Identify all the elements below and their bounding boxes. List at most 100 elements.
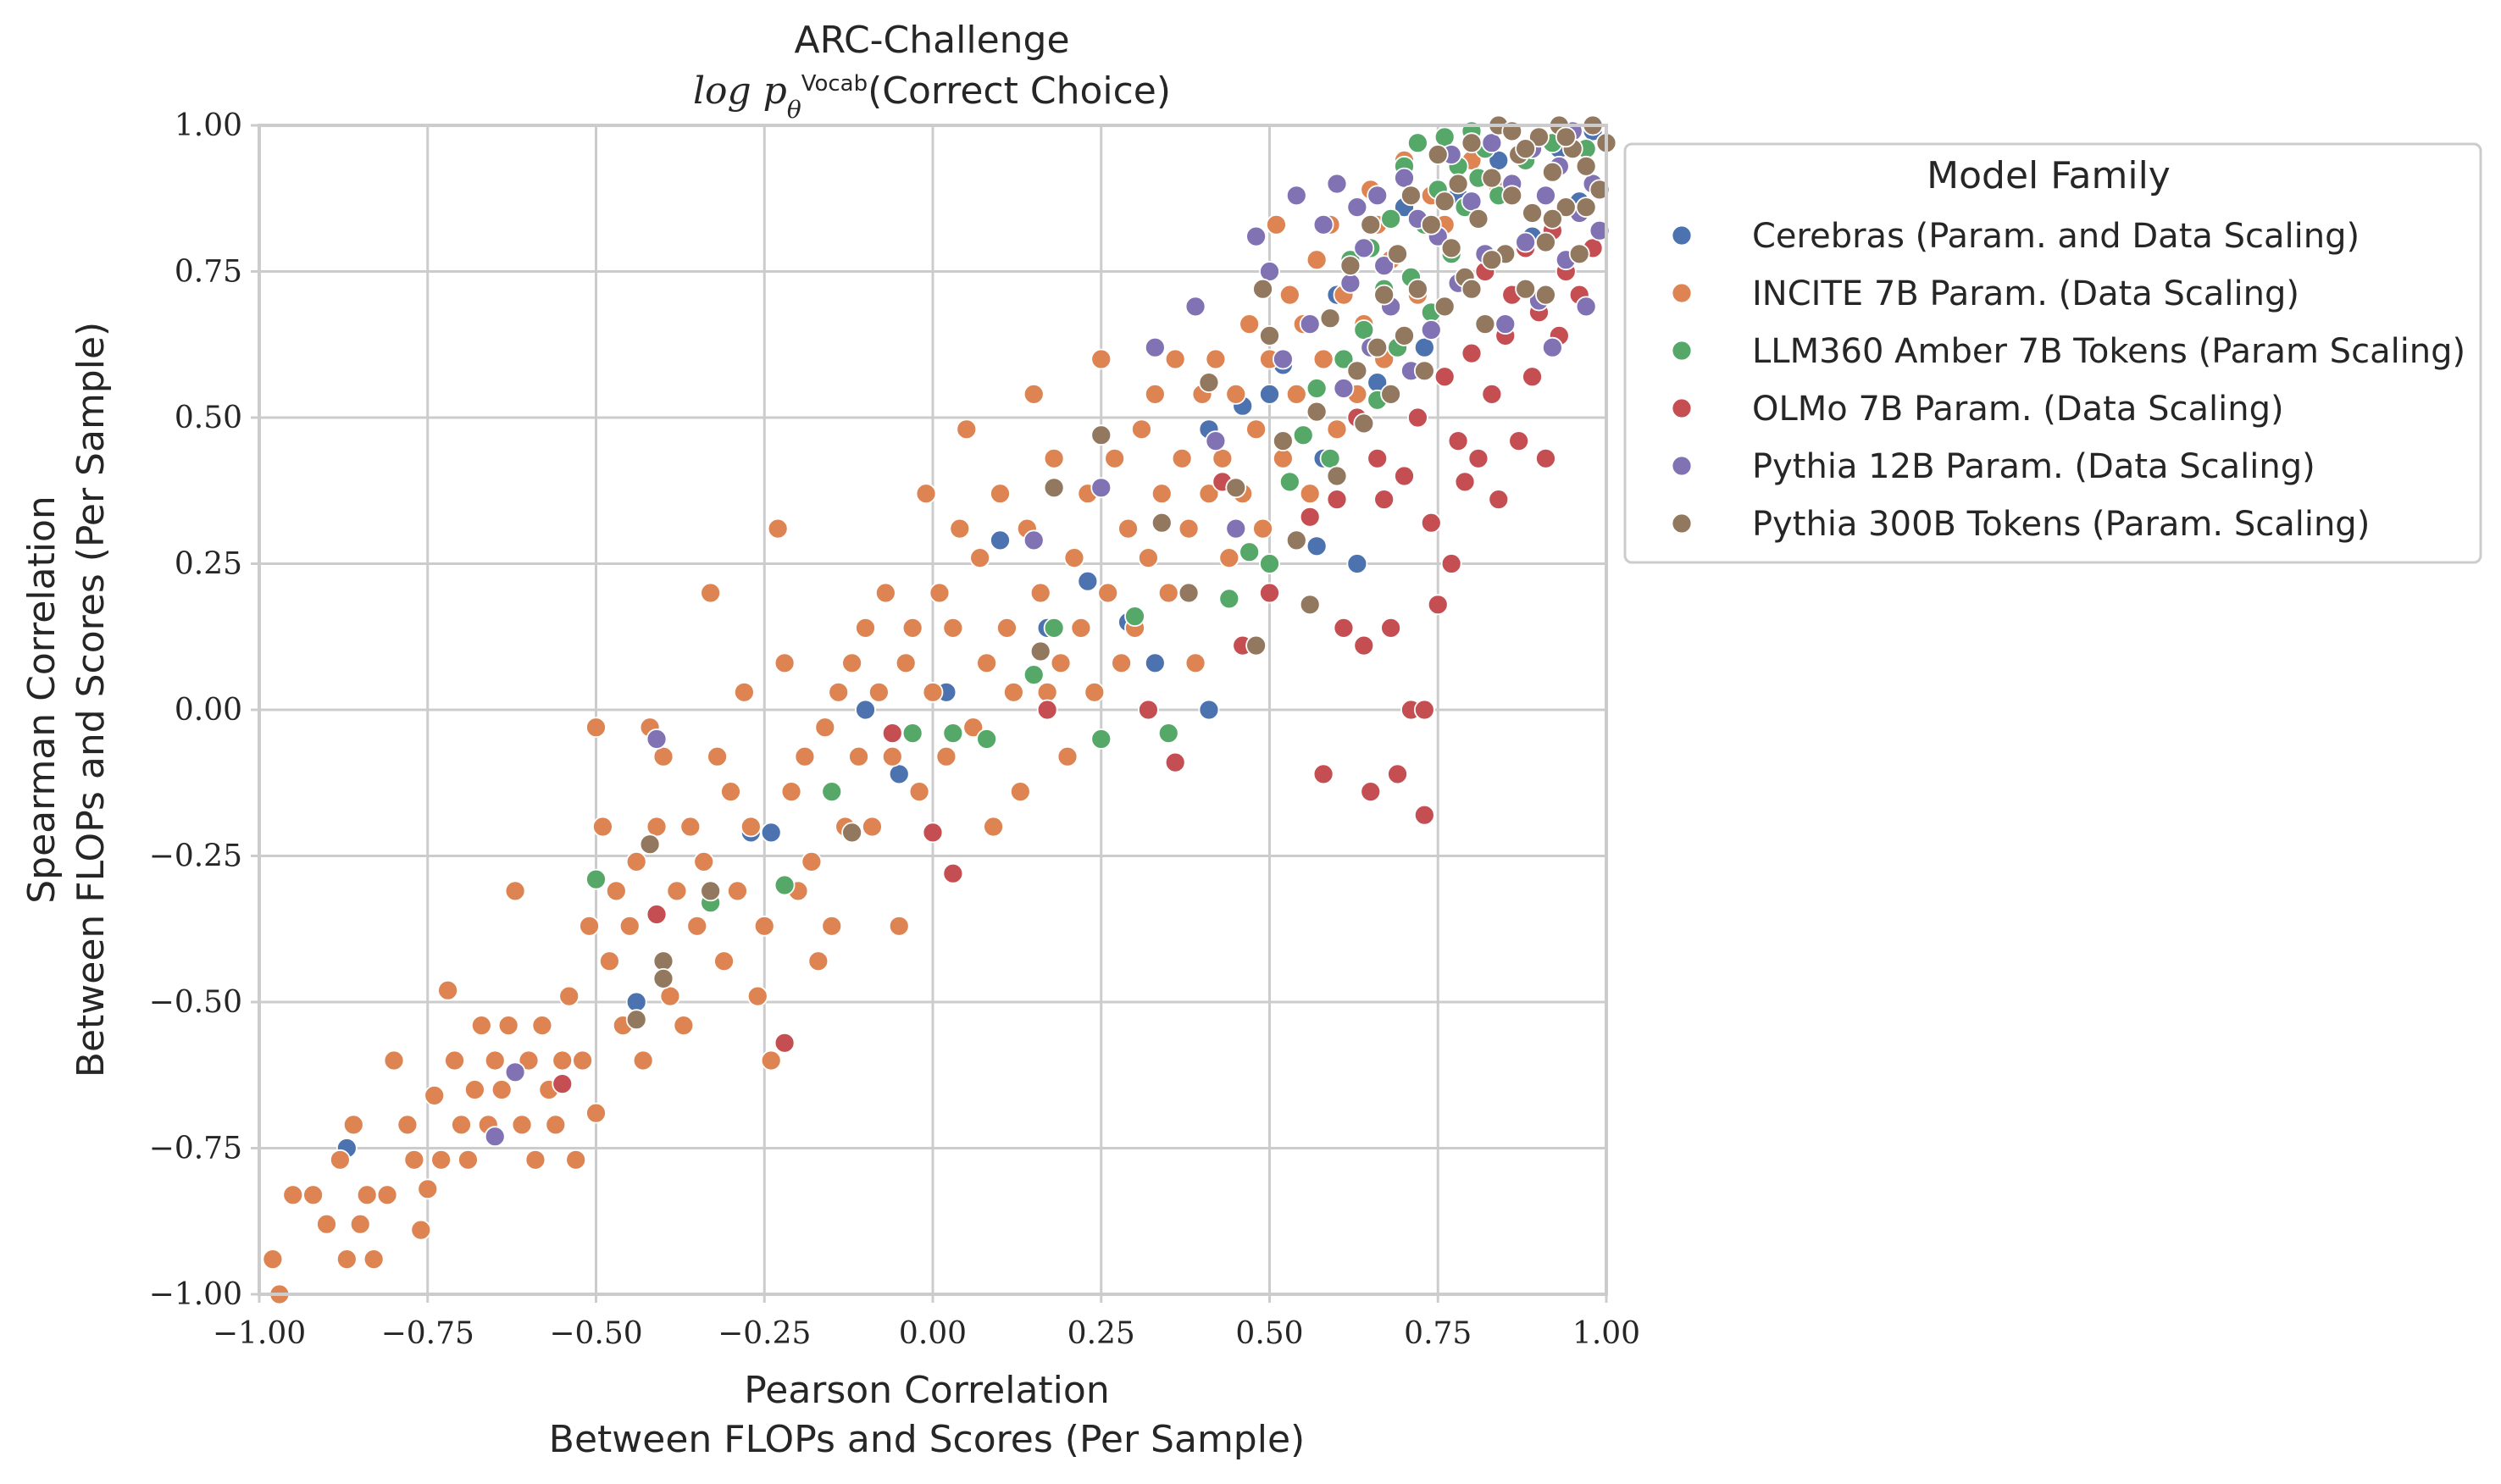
- data-point: [1278, 284, 1300, 306]
- data-point: [1273, 430, 1294, 451]
- data-point: [895, 652, 917, 674]
- y-tick-label: 0.75: [175, 255, 242, 290]
- data-point: [1447, 430, 1469, 451]
- data-point: [491, 1079, 513, 1100]
- data-point: [1481, 132, 1503, 154]
- data-point: [901, 723, 923, 744]
- data-point: [976, 652, 997, 674]
- x-tick-label: −1.00: [213, 1316, 306, 1351]
- data-point: [1394, 465, 1415, 487]
- x-tick-label: 0.00: [899, 1316, 967, 1351]
- x-axis-label-line-2: Between FLOPs and Scores (Per Sample): [549, 1418, 1305, 1461]
- data-point: [1138, 699, 1159, 721]
- data-point: [1023, 383, 1045, 405]
- data-point: [1353, 413, 1375, 435]
- data-point: [707, 745, 728, 767]
- data-point: [1178, 518, 1200, 540]
- data-point: [1299, 506, 1321, 528]
- y-tick-label: 0.50: [175, 401, 242, 435]
- data-point: [659, 985, 681, 1007]
- data-point: [1131, 418, 1152, 440]
- data-point: [1413, 804, 1435, 826]
- data-point: [1198, 372, 1220, 394]
- data-point: [565, 1149, 587, 1171]
- x-tick-label: 0.25: [1068, 1316, 1135, 1351]
- data-point: [828, 681, 850, 703]
- data-point: [794, 745, 816, 767]
- data-point: [1245, 225, 1267, 247]
- data-point: [881, 745, 903, 767]
- data-point: [1339, 272, 1361, 294]
- data-point: [592, 816, 613, 838]
- data-point: [484, 1126, 506, 1148]
- data-point: [1333, 378, 1355, 399]
- chart-subtitle: log pθVocab(Correct Choice): [693, 69, 1171, 124]
- data-point: [760, 822, 782, 844]
- data-point: [1542, 208, 1563, 230]
- data-point: [1326, 489, 1348, 510]
- data-point: [1440, 553, 1462, 574]
- data-point: [383, 1049, 405, 1071]
- data-point: [1077, 570, 1099, 592]
- data-point: [1184, 652, 1206, 674]
- data-point: [727, 880, 748, 902]
- series-group: [262, 149, 1510, 1305]
- data-point: [302, 1184, 324, 1206]
- data-point: [1434, 296, 1456, 318]
- data-point: [1239, 313, 1261, 335]
- data-point: [1225, 383, 1247, 405]
- data-point: [1481, 167, 1503, 189]
- data-point: [888, 915, 910, 937]
- data-point: [1273, 348, 1294, 370]
- data-point: [1319, 447, 1341, 469]
- data-point: [625, 1009, 647, 1031]
- y-tick-label: −1.00: [149, 1277, 242, 1312]
- data-point: [1326, 418, 1348, 440]
- data-point: [1589, 219, 1611, 241]
- data-point: [430, 1149, 452, 1171]
- data-point: [1056, 745, 1079, 767]
- data-point: [1373, 255, 1395, 277]
- x-tick-label: 1.00: [1572, 1316, 1640, 1351]
- data-point: [915, 483, 937, 505]
- data-point: [942, 862, 964, 884]
- data-point: [774, 874, 796, 896]
- data-point: [1522, 366, 1543, 388]
- data-point: [821, 781, 843, 802]
- data-point: [1292, 424, 1314, 446]
- data-point: [1387, 763, 1408, 785]
- x-tick-label: 0.50: [1235, 1316, 1303, 1351]
- data-point: [686, 915, 708, 937]
- legend-label: OLMo 7B Param. (Data Scaling): [1752, 390, 2284, 429]
- data-point: [1535, 284, 1556, 306]
- data-point: [740, 816, 762, 838]
- data-point: [1144, 652, 1166, 674]
- data-point: [1023, 529, 1045, 551]
- data-point: [1090, 348, 1112, 370]
- series-group: [625, 114, 1617, 1031]
- data-point: [1164, 751, 1186, 773]
- data-point: [1036, 681, 1058, 703]
- data-point: [855, 699, 876, 721]
- data-point: [1434, 366, 1456, 388]
- data-point: [976, 728, 997, 750]
- legend-label: Pythia 300B Tokens (Param. Scaling): [1752, 505, 2370, 544]
- data-point: [1225, 518, 1247, 540]
- y-tick-label: −0.75: [149, 1132, 242, 1166]
- data-point: [1319, 307, 1341, 329]
- data-point: [888, 763, 910, 785]
- data-point: [1306, 378, 1328, 399]
- data-point: [1117, 518, 1139, 540]
- data-point: [922, 822, 944, 844]
- data-point: [1171, 447, 1193, 469]
- data-point: [1575, 197, 1597, 219]
- y-axis-label-line-1: Spearman Correlation: [20, 496, 64, 904]
- plot-frame: [258, 124, 1608, 1296]
- data-point: [545, 1114, 567, 1136]
- data-point: [1306, 249, 1328, 271]
- data-point: [1461, 132, 1483, 154]
- data-point: [1535, 231, 1556, 253]
- data-point: [1184, 296, 1206, 318]
- data-point: [935, 745, 957, 767]
